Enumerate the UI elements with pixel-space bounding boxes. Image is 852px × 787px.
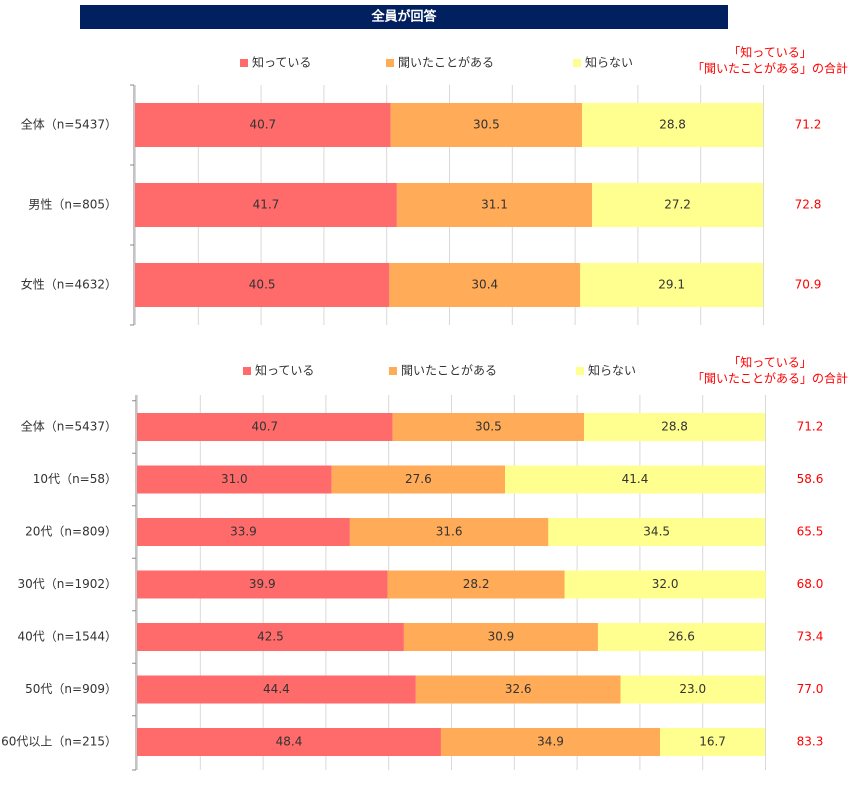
total-header: 「聞いたことがある」の合計: [692, 371, 848, 386]
total-label: 71.2: [797, 420, 824, 434]
bar-segment: [584, 413, 765, 441]
bar-segment: [564, 570, 766, 599]
bar-segment: [597, 623, 765, 651]
bar-segment: [137, 728, 441, 756]
value-label: 48.4: [276, 735, 303, 749]
value-label: 33.9: [230, 525, 257, 539]
value-label: 28.2: [463, 577, 490, 591]
value-label: 44.4: [263, 682, 290, 696]
value-label: 40.5: [249, 278, 276, 292]
value-label: 41.4: [622, 472, 649, 486]
legend-swatch: [573, 59, 581, 67]
total-header: 「知っている」: [728, 356, 811, 370]
value-label: 30.5: [473, 118, 500, 132]
bar-segment: [389, 263, 581, 307]
category-label: 40代（n=1544）: [18, 630, 117, 644]
legend-swatch: [243, 367, 251, 375]
total-label: 72.8: [795, 198, 822, 212]
bar-segment: [135, 263, 390, 307]
value-label: 32.6: [505, 682, 532, 696]
category-label: 女性（n=4632）: [21, 277, 117, 292]
value-label: 26.6: [668, 630, 695, 644]
value-label: 34.9: [537, 735, 564, 749]
bar-segment: [135, 183, 397, 227]
value-label: 40.7: [251, 420, 278, 434]
bar-segment: [548, 518, 765, 546]
value-label: 32.0: [652, 577, 679, 591]
total-label: 83.3: [797, 735, 824, 749]
category-label: 10代（n=58）: [33, 472, 117, 486]
bar-segment: [135, 103, 391, 147]
page-title: 全員が回答: [370, 9, 437, 25]
legend-swatch: [576, 367, 584, 375]
bar-segment: [331, 465, 506, 494]
category-label: 30代（n=1902）: [18, 577, 117, 591]
bar-segment: [137, 675, 416, 704]
bar-segment: [403, 623, 598, 651]
value-label: 34.5: [643, 525, 670, 539]
total-header: 「知っている」: [728, 46, 811, 60]
bar-segment: [580, 263, 763, 307]
bar-segment: [440, 728, 661, 756]
value-label: 30.4: [471, 278, 498, 292]
title-bar: [80, 5, 728, 29]
bar-segment: [582, 103, 763, 147]
legend-swatch: [240, 59, 248, 67]
bar-segment: [390, 103, 583, 147]
value-label: 30.5: [475, 420, 502, 434]
total-label: 68.0: [797, 577, 824, 591]
bar-segment: [660, 728, 765, 756]
value-label: 40.7: [249, 118, 276, 132]
total-header: 「聞いたことがある」の合計: [692, 61, 848, 76]
value-label: 42.5: [257, 630, 284, 644]
value-label: 16.7: [699, 735, 726, 749]
bar-segment: [137, 465, 332, 494]
legend-label: 知っている: [252, 56, 311, 70]
total-label: 77.0: [797, 682, 824, 696]
value-label: 28.8: [661, 420, 688, 434]
value-label: 27.6: [405, 472, 432, 486]
bar-segment: [137, 570, 388, 599]
value-label: 28.8: [659, 118, 686, 132]
value-label: 39.9: [249, 577, 276, 591]
value-label: 31.6: [436, 525, 463, 539]
legend-label: 聞いたことがある: [401, 363, 497, 378]
total-label: 73.4: [797, 630, 824, 644]
total-label: 58.6: [797, 472, 824, 486]
total-label: 65.5: [797, 525, 824, 539]
category-label: 全体（n=5437）: [21, 419, 117, 434]
legend-swatch: [389, 367, 397, 375]
category-label: 20代（n=809）: [25, 525, 117, 539]
bar-segment: [349, 518, 549, 546]
bar-segment: [137, 413, 393, 441]
legend-label: 知らない: [588, 364, 636, 378]
category-label: 全体（n=5437）: [21, 117, 117, 132]
bar-segment: [137, 518, 350, 546]
value-label: 31.0: [221, 472, 248, 486]
value-label: 23.0: [679, 682, 706, 696]
category-label: 男性（n=805）: [28, 198, 117, 212]
bar-segment: [392, 413, 585, 441]
value-label: 41.7: [253, 198, 280, 212]
legend-swatch: [386, 59, 394, 67]
bar-segment: [415, 675, 621, 704]
legend-label: 聞いたことがある: [398, 55, 494, 70]
bar-segment: [387, 570, 565, 599]
category-label: 50代（n=909）: [25, 682, 117, 696]
bar-segment: [505, 465, 765, 494]
bar-segment: [396, 183, 593, 227]
legend-label: 知っている: [255, 364, 314, 378]
legend-label: 知らない: [585, 56, 633, 70]
value-label: 31.1: [481, 198, 508, 212]
total-label: 71.2: [795, 118, 822, 132]
total-label: 70.9: [795, 278, 822, 292]
value-label: 30.9: [488, 630, 515, 644]
value-label: 29.1: [658, 278, 685, 292]
value-label: 27.2: [664, 198, 691, 212]
category-label: 60代以上（n=215）: [1, 735, 117, 749]
bar-segment: [137, 623, 404, 651]
bar-segment: [620, 675, 765, 704]
bar-segment: [592, 183, 763, 227]
